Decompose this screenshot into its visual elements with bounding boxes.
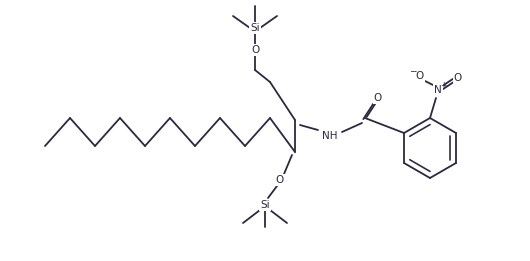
Text: Si: Si (260, 200, 270, 210)
Text: O: O (454, 73, 462, 83)
Text: N: N (434, 85, 442, 95)
Text: O: O (251, 45, 259, 55)
Text: NH: NH (322, 131, 338, 141)
Text: O: O (374, 93, 382, 103)
Text: +: + (440, 81, 446, 91)
Text: O: O (276, 175, 284, 185)
Text: −: − (409, 67, 417, 75)
Text: Si: Si (250, 23, 260, 33)
Text: O: O (416, 71, 424, 81)
